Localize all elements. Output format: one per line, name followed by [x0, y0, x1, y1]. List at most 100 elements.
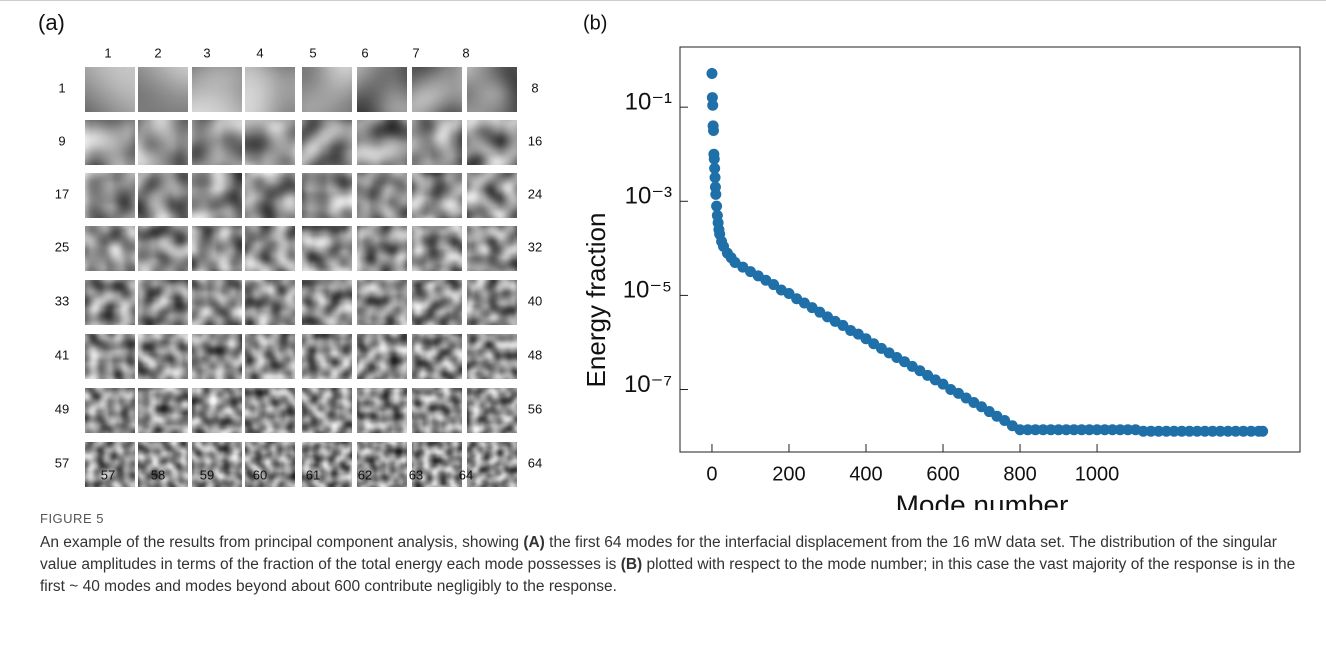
mode-pattern [412, 173, 462, 218]
row-label: 17 [55, 186, 69, 201]
row-label: 41 [55, 347, 69, 362]
point [1191, 425, 1203, 437]
mode-pattern [192, 120, 242, 165]
point [1091, 424, 1103, 436]
mode-pattern [245, 226, 295, 271]
point [1099, 424, 1111, 436]
point [1053, 424, 1065, 436]
caption-text: the first 64 modes for the interfacial d… [40, 534, 1277, 573]
point [1145, 425, 1157, 437]
mode-pattern [85, 334, 135, 379]
plot-frame [679, 46, 1301, 453]
point [1230, 425, 1242, 437]
point [707, 99, 719, 111]
x-tick-label: 600 [926, 463, 959, 485]
row-label: 40 [528, 293, 542, 308]
point [1037, 424, 1049, 436]
point [1137, 425, 1149, 437]
row-label: 48 [528, 347, 542, 362]
y-tick-label: 10⁻⁷ [624, 371, 672, 398]
column-label: 57 [101, 467, 115, 482]
mode-pattern [138, 226, 188, 271]
point [1060, 424, 1072, 436]
point [1257, 425, 1269, 437]
row-label: 8 [531, 80, 538, 95]
panel-label: (a) [38, 10, 65, 35]
column-label: 59 [200, 467, 214, 482]
column-label: 4 [256, 45, 263, 60]
mode-pattern [357, 442, 407, 487]
mode-pattern [467, 120, 517, 165]
mode-pattern [357, 388, 407, 433]
point [710, 188, 722, 200]
mode-pattern [245, 120, 295, 165]
mode-pattern [192, 334, 242, 379]
point [937, 378, 949, 390]
point [711, 200, 723, 212]
row-label: 24 [528, 186, 542, 201]
column-label: 64 [459, 467, 473, 482]
column-label: 7 [412, 45, 419, 60]
column-label: 61 [306, 467, 320, 482]
point [1083, 424, 1095, 436]
y-tick-label: 10⁻⁵ [623, 277, 672, 304]
column-label: 1 [104, 45, 111, 60]
row-label: 64 [528, 455, 542, 470]
mode-pattern [302, 334, 352, 379]
caption-text: (A) [523, 534, 545, 551]
point [1022, 424, 1034, 436]
point [1045, 424, 1057, 436]
point [1114, 424, 1126, 436]
mode-pattern [412, 334, 462, 379]
row-label: 16 [528, 133, 542, 148]
mode-pattern [245, 173, 295, 218]
column-label: 8 [462, 45, 469, 60]
mode-pattern [357, 226, 407, 271]
mode-pattern [302, 67, 352, 112]
mode-pattern [85, 173, 135, 218]
mode-pattern [467, 280, 517, 325]
mode-pattern [467, 334, 517, 379]
column-label: 62 [358, 467, 372, 482]
mode-pattern [357, 67, 407, 112]
point [783, 287, 795, 299]
x-tick-label: 200 [772, 463, 805, 485]
mode-pattern [302, 120, 352, 165]
mode-pattern [467, 388, 517, 433]
mode-pattern [357, 280, 407, 325]
mode-pattern [245, 388, 295, 433]
mode-pattern [138, 442, 188, 487]
mode-pattern [85, 226, 135, 271]
point [708, 124, 720, 136]
point [706, 67, 718, 79]
mode-pattern [467, 67, 517, 112]
point [708, 153, 720, 165]
mode-pattern [245, 442, 295, 487]
point [1076, 424, 1088, 436]
mode-pattern [302, 442, 352, 487]
point [1222, 425, 1234, 437]
mode-pattern [85, 388, 135, 433]
point [1122, 424, 1134, 436]
mode-pattern [412, 67, 462, 112]
mode-pattern [138, 334, 188, 379]
point [1176, 425, 1188, 437]
mode-pattern [357, 120, 407, 165]
mode-pattern [302, 173, 352, 218]
point [999, 414, 1011, 426]
mode-pattern [245, 67, 295, 112]
point [1029, 424, 1041, 436]
caption-text: An example of the results from principal… [40, 534, 524, 551]
point [1106, 424, 1118, 436]
caption: An example of the results from principal… [40, 532, 1310, 598]
mode-pattern [85, 442, 135, 487]
row-label: 57 [55, 455, 69, 470]
mode-pattern [85, 67, 135, 112]
column-label: 2 [154, 45, 161, 60]
figure-label: FIGURE 5 [40, 511, 104, 526]
point [1183, 425, 1195, 437]
y-axis-label: Energy fraction [581, 213, 611, 388]
mode-pattern [138, 173, 188, 218]
point [1014, 424, 1026, 436]
